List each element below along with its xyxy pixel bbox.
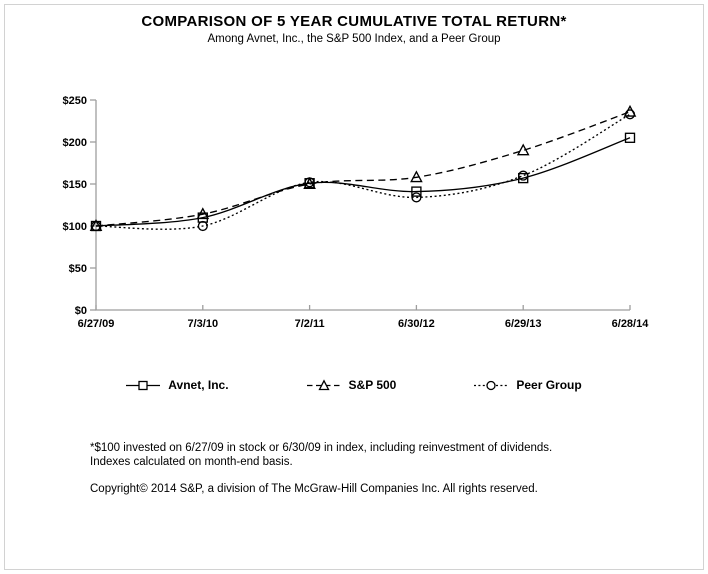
square-marker-icon (126, 380, 161, 390)
axes (90, 99, 631, 311)
y-tick-label: $200 (63, 137, 87, 149)
series-line-avnet-inc (95, 137, 631, 227)
series-markers-peer-group (90, 109, 636, 232)
x-tick-label: 6/27/09 (78, 318, 115, 330)
y-tick-label: $0 (75, 305, 87, 317)
legend-label: S&P 500 (348, 378, 397, 392)
chart-title: COMPARISON OF 5 YEAR CUMULATIVE TOTAL RE… (141, 13, 567, 30)
y-tick-label: $100 (63, 221, 87, 233)
legend-item-peer-group: Peer Group (474, 378, 582, 392)
y-tick-label: $50 (69, 263, 87, 275)
series-markers-s-p-500 (89, 104, 637, 231)
legend-item-s-p-500: S&P 500 (306, 378, 397, 392)
x-tick-label: 6/29/13 (505, 318, 542, 330)
series-line-peer-group (95, 113, 631, 230)
legend-label: Avnet, Inc. (168, 378, 229, 392)
page-border (4, 4, 704, 570)
axis-labels: $0 $50 $100 $150 $200 $250 6/27/09 7/3/10 7/2/11… (63, 95, 650, 330)
legend-label: Peer Group (516, 378, 582, 392)
footnote-line-2: Indexes calculated on month-end basis. (90, 456, 293, 468)
footnotes: *$100 invested on 6/27/09 in stock or 6/… (90, 441, 668, 496)
chart-subtitle: Among Avnet, Inc., the S&P 500 Index, an… (207, 33, 501, 45)
copyright-note: Copyright© 2014 S&P, a division of The M… (90, 483, 538, 495)
y-tick-label: $250 (63, 95, 87, 107)
series-line-s-p-500 (95, 111, 631, 227)
legend-item-avnet-inc: Avnet, Inc. (126, 378, 229, 392)
circle-marker-icon (474, 380, 509, 390)
x-tick-label: 6/28/14 (612, 318, 650, 330)
series-markers-avnet-inc (90, 132, 636, 232)
x-tick-label: 7/2/11 (295, 318, 325, 330)
line-chart: $0 $50 $100 $150 $200 $250 6/27/09 7/3/10 7/2/11… (63, 95, 650, 330)
footnote-line-1: *$100 invested on 6/27/09 in stock or 6/… (90, 442, 553, 454)
triangle-marker-icon (306, 378, 341, 390)
x-tick-label: 6/30/12 (398, 318, 435, 330)
x-tick-label: 7/3/10 (188, 318, 219, 330)
y-tick-label: $150 (63, 179, 87, 191)
legend: Avnet, Inc. S&P 500 Peer Group (0, 378, 708, 392)
